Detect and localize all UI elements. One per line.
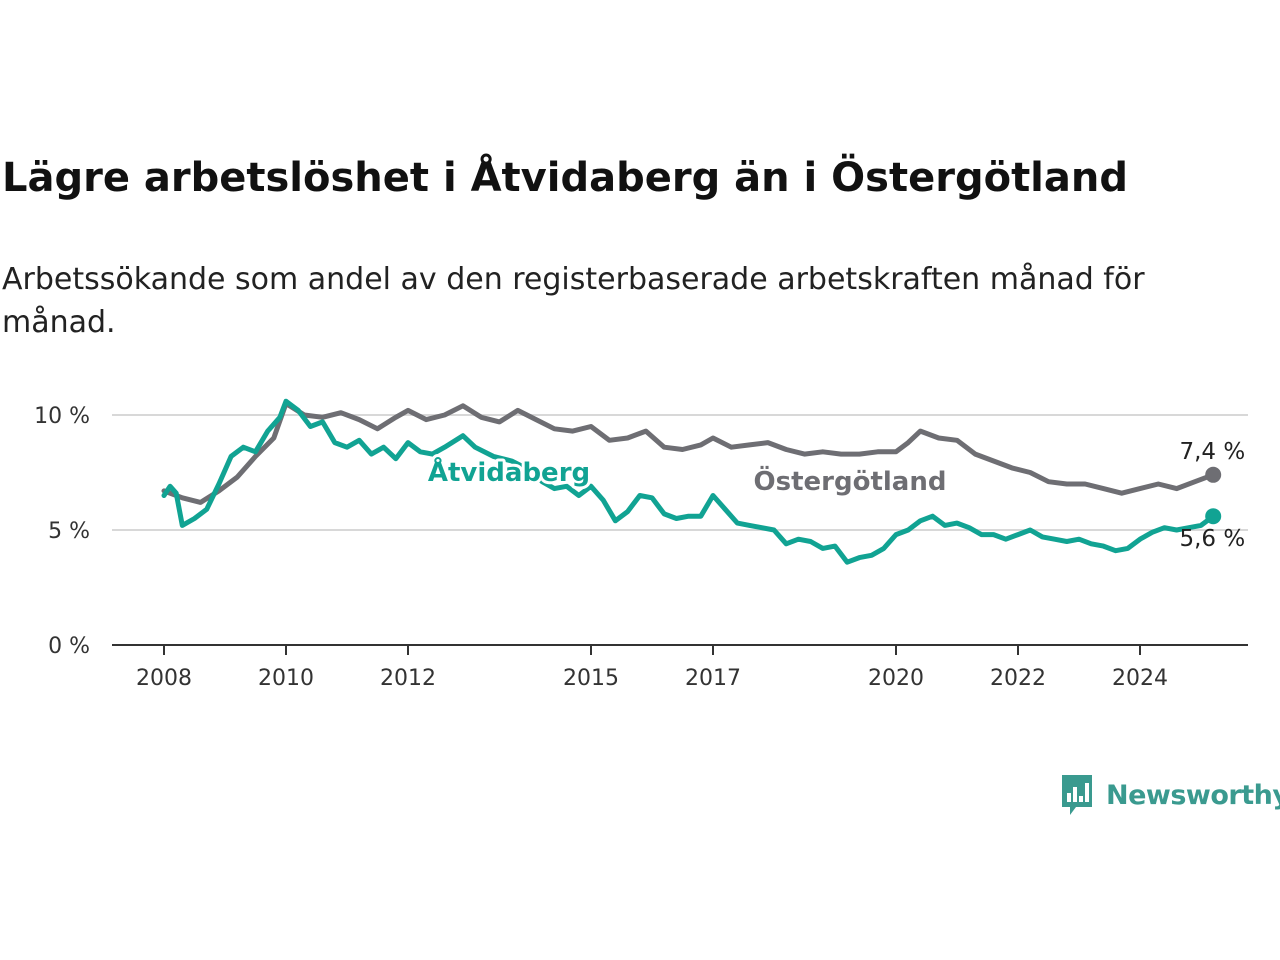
series-lines — [161, 398, 1222, 565]
series-name-label: Åtvidaberg — [428, 456, 590, 488]
series-name-label: Östergötland — [754, 464, 947, 497]
brand-name: Newsworthy — [1106, 779, 1280, 811]
newsworthy-logo[interactable]: Newsworthy — [1060, 773, 1280, 817]
series-line-tvidaberg — [161, 398, 1216, 565]
x-tick-label: 2012 — [380, 666, 436, 691]
chart-subtitle: Arbetssökande som andel av den registerb… — [2, 262, 1145, 340]
x-tick-label: 2017 — [685, 666, 741, 691]
end-value-label: 5,6 % — [1179, 526, 1245, 552]
series-line-sterg-tland — [161, 401, 1216, 505]
series-labels: 7,4 % Östergötland 5,6 % Åtvidaberg — [425, 439, 1245, 552]
x-tick-label: 2022 — [990, 666, 1046, 691]
chart-title: Lägre arbetslöshet i Åtvidaberg än i Öst… — [2, 155, 1128, 201]
x-tick-label: 2020 — [868, 666, 924, 691]
grid-lines — [112, 414, 1248, 531]
end-point — [1205, 466, 1222, 483]
newsworthy-logo-icon — [1062, 775, 1092, 815]
x-axis: 2008 2010 2012 2015 2017 2020 2022 2024 — [112, 644, 1248, 691]
x-tick-label: 2010 — [258, 666, 314, 691]
end-value-label: 7,4 % — [1179, 439, 1245, 465]
y-tick-label: 0 % — [48, 634, 90, 659]
x-tick-label: 2008 — [136, 666, 192, 691]
y-axis: 0 % 5 % 10 % — [34, 404, 90, 659]
y-tick-label: 5 % — [48, 519, 90, 544]
end-point — [1205, 508, 1222, 525]
y-tick-label: 10 % — [34, 404, 90, 429]
x-tick-label: 2015 — [563, 666, 619, 691]
x-tick-label: 2024 — [1112, 666, 1168, 691]
